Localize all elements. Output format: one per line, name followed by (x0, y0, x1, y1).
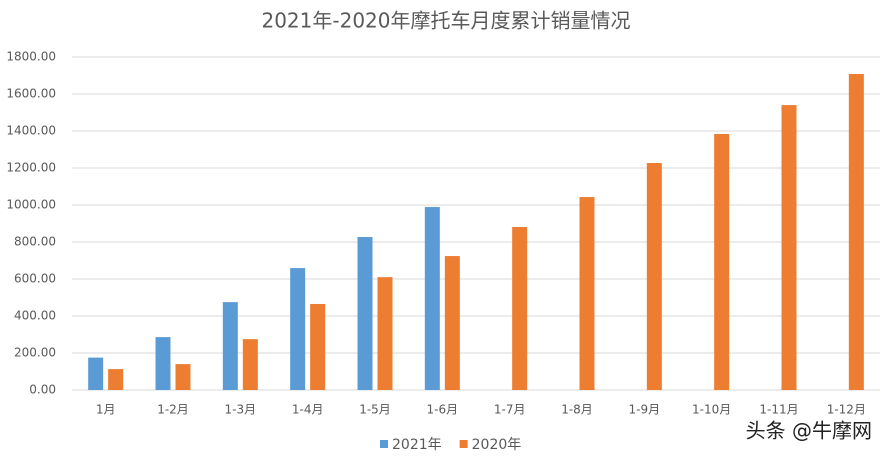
legend-label: 2020年 (472, 437, 522, 453)
bar (222, 302, 238, 390)
bar (377, 277, 393, 390)
bar (88, 357, 104, 390)
y-tick-label: 800.00 (14, 235, 56, 249)
bar (781, 105, 797, 390)
bar (357, 237, 373, 390)
bar (310, 303, 326, 390)
bar (175, 364, 191, 390)
y-tick-label: 1200.00 (6, 161, 56, 175)
y-tick-label: 1600.00 (6, 87, 56, 101)
legend-label: 2021年 (392, 437, 442, 453)
bar (848, 74, 864, 391)
bar (444, 256, 460, 390)
y-tick-label: 1800.00 (6, 50, 56, 64)
y-tick-label: 1000.00 (6, 198, 56, 212)
x-tick-label: 1-4月 (292, 403, 324, 417)
bar (108, 369, 124, 390)
y-tick-label: 400.00 (14, 309, 56, 323)
legend-swatch (380, 440, 388, 448)
x-tick-label: 1-5月 (359, 403, 391, 417)
watermark: 头条 @牛摩网 (746, 419, 872, 443)
chart-title: 2021年-2020年摩托车月度累计销量情况 (261, 9, 630, 33)
bar (290, 268, 306, 390)
x-tick-label: 1-12月 (827, 403, 866, 417)
x-tick-label: 1-9月 (629, 403, 661, 417)
bar (155, 337, 171, 390)
bar (424, 207, 440, 390)
y-tick-label: 0.00 (29, 383, 56, 397)
y-tick-label: 1400.00 (6, 124, 56, 138)
x-tick-label: 1-10月 (692, 403, 731, 417)
bar (242, 339, 258, 390)
legend-swatch (459, 440, 468, 448)
x-tick-label: 1-8月 (561, 403, 593, 417)
x-tick-label: 1-2月 (157, 403, 189, 417)
bar (714, 133, 730, 390)
x-tick-label: 1月 (96, 403, 116, 417)
x-tick-label: 1-6月 (427, 403, 459, 417)
x-tick-label: 1-7月 (494, 403, 526, 417)
bar (646, 163, 662, 390)
x-tick-label: 1-3月 (225, 403, 257, 417)
y-tick-label: 600.00 (14, 272, 56, 286)
bar (512, 227, 528, 390)
y-tick-label: 200.00 (14, 346, 56, 360)
x-tick-label: 1-11月 (759, 403, 798, 417)
bar (579, 197, 595, 390)
